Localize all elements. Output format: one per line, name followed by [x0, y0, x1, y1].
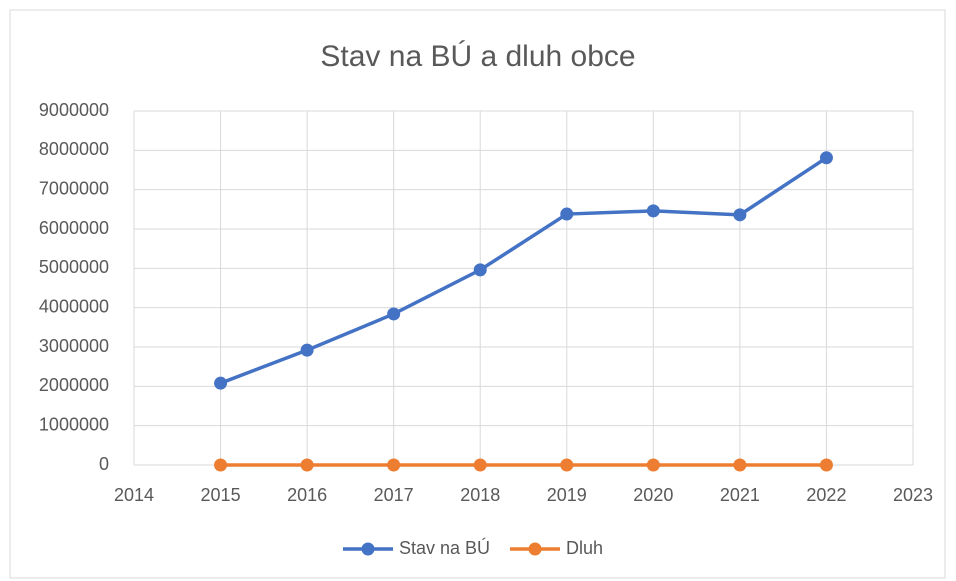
x-tick-label: 2017 [374, 485, 414, 505]
point [646, 458, 660, 472]
y-tick-label: 5000000 [39, 257, 109, 277]
x-tick-label: 2018 [460, 485, 500, 505]
x-tick-label: 2016 [287, 485, 327, 505]
point [646, 204, 660, 218]
point [819, 458, 833, 472]
x-tick-label: 2021 [720, 485, 760, 505]
point [733, 458, 747, 472]
x-tick-label: 2019 [547, 485, 587, 505]
y-tick-label: 2000000 [39, 375, 109, 395]
point [387, 307, 401, 321]
legend-label: Dluh [566, 538, 603, 558]
point [733, 208, 747, 222]
y-tick-label: 4000000 [39, 296, 109, 316]
chart-title: Stav na BÚ a dluh obce [320, 40, 635, 73]
point [560, 458, 574, 472]
point [473, 263, 487, 277]
x-tick-label: 2015 [201, 485, 241, 505]
y-tick-label: 6000000 [39, 218, 109, 238]
y-tick-label: 8000000 [39, 139, 109, 159]
point [473, 458, 487, 472]
point [560, 207, 574, 221]
chart-frame [9, 9, 946, 579]
legend-marker [361, 542, 375, 556]
y-tick-label: 0 [99, 454, 109, 474]
x-tick-label: 2022 [806, 485, 846, 505]
point [300, 343, 314, 357]
point [819, 151, 833, 165]
legend-marker [528, 542, 542, 556]
x-tick-label: 2023 [893, 485, 933, 505]
point [300, 458, 314, 472]
point [214, 458, 228, 472]
y-tick-label: 3000000 [39, 336, 109, 356]
point [214, 376, 228, 390]
legend-label: Stav na BÚ [399, 537, 490, 558]
x-tick-label: 2020 [633, 485, 673, 505]
x-tick-label: 2014 [114, 485, 154, 505]
y-tick-label: 7000000 [39, 178, 109, 198]
y-tick-label: 9000000 [39, 100, 109, 120]
series-line [219, 156, 828, 385]
point [387, 458, 401, 472]
y-tick-label: 1000000 [39, 414, 109, 434]
